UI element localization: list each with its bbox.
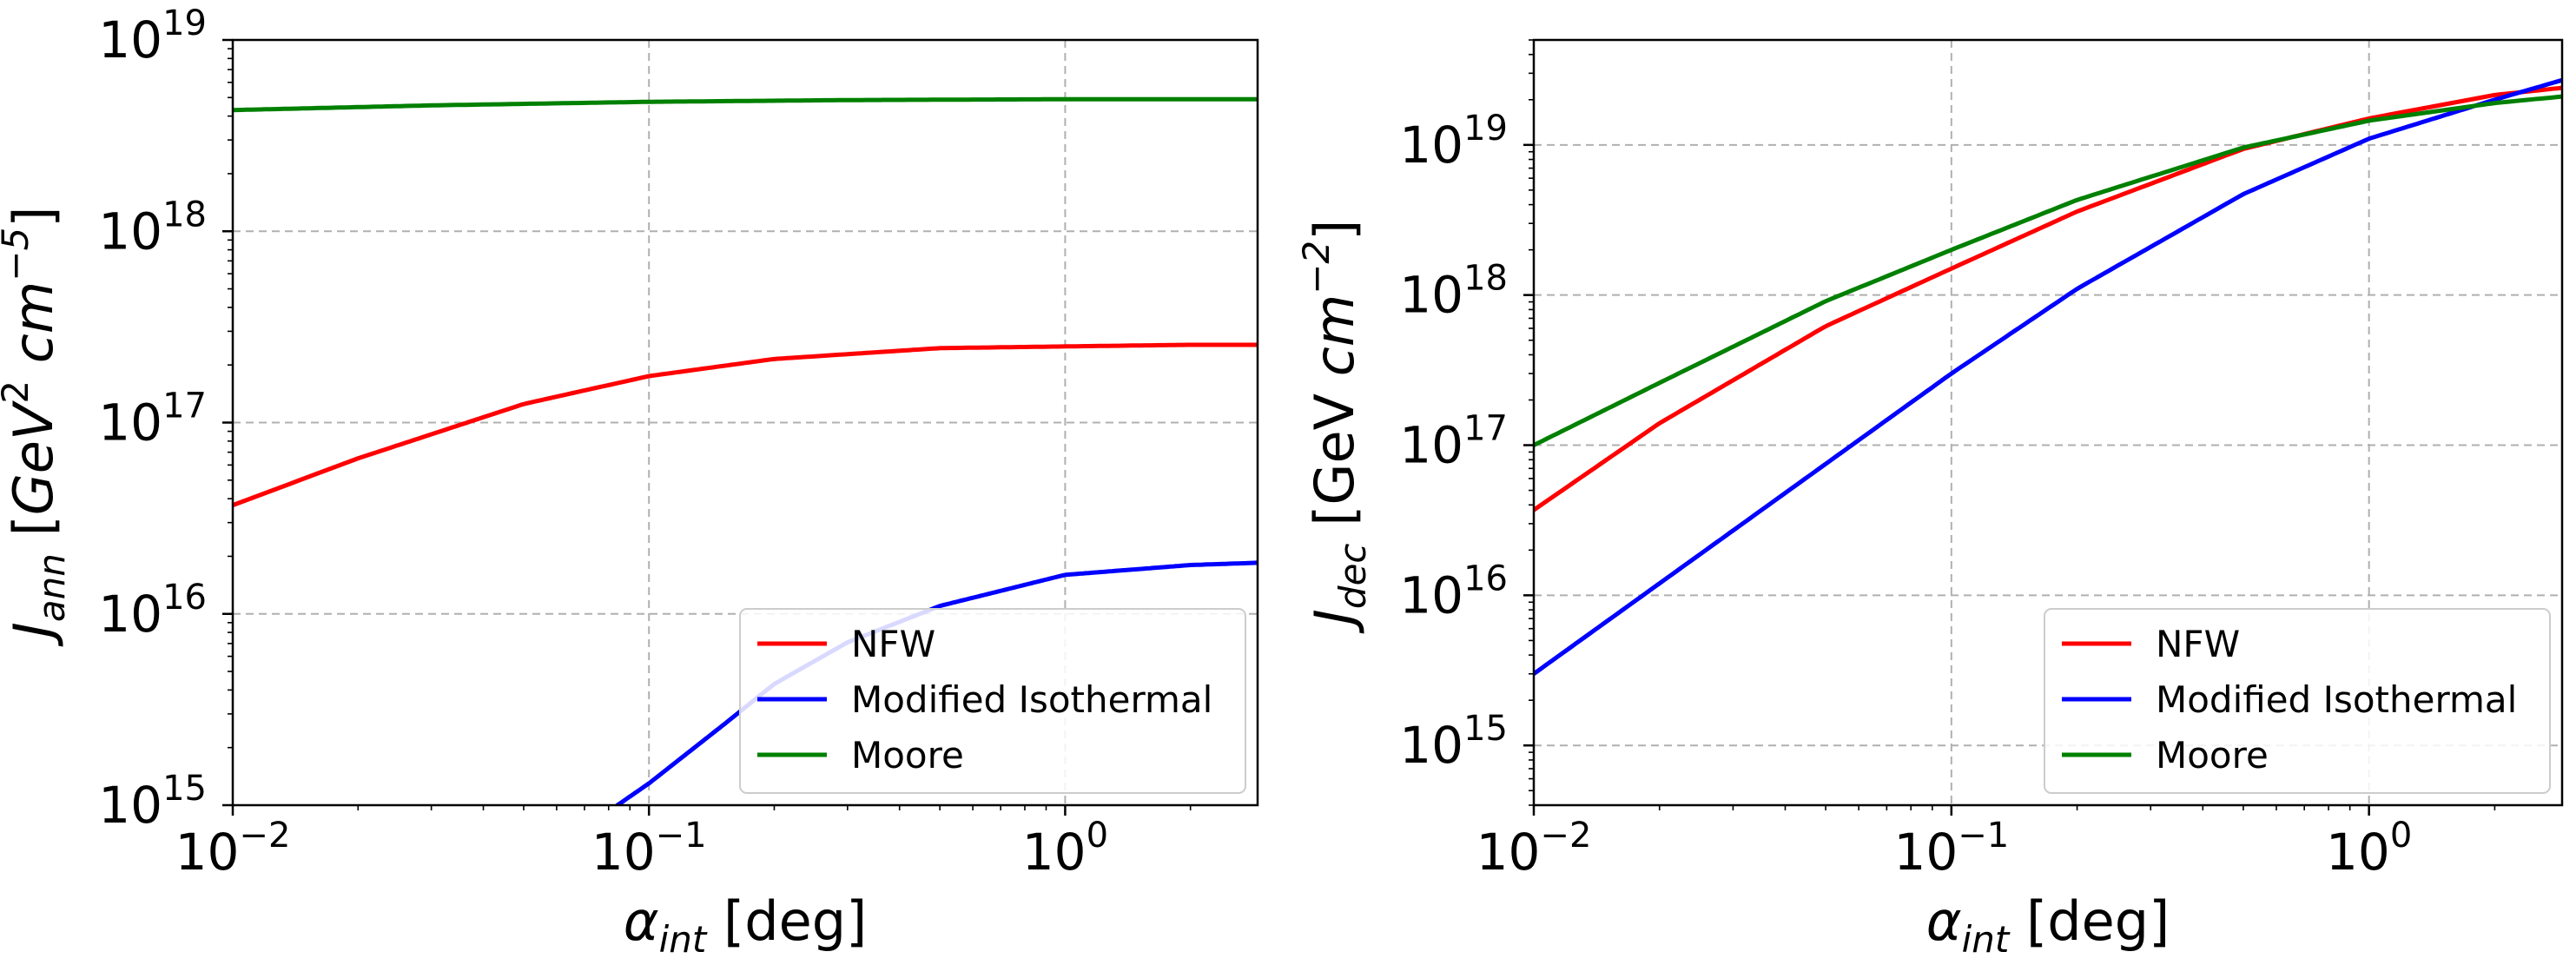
y-axis-subscript: dec xyxy=(1331,543,1374,609)
tick-base: 10 xyxy=(1399,716,1463,775)
tick-base: 10 xyxy=(1399,416,1463,475)
series-line-modified-isothermal xyxy=(1534,77,2562,677)
tick-exponent: 15 xyxy=(1463,709,1508,749)
tick-exponent: 17 xyxy=(162,387,207,426)
y-axis-unit-exp: −5 xyxy=(0,228,36,281)
y-axis-unit-bracket: ] xyxy=(2,207,65,228)
x-axis-subscript: int xyxy=(659,918,708,961)
legend-box xyxy=(2044,608,2551,794)
tick-exponent: 0 xyxy=(2390,816,2412,856)
legend-label: Moore xyxy=(2156,734,2269,777)
tick-exponent: −1 xyxy=(656,816,707,856)
tick-base: 10 xyxy=(1399,116,1463,175)
y-tick-label: 1019 xyxy=(98,3,207,69)
y-tick-label: 1018 xyxy=(98,195,207,261)
y-tick-label: 1018 xyxy=(1399,259,1508,325)
legend-label: NFW xyxy=(851,623,935,665)
tick-base: 10 xyxy=(591,823,656,882)
tick-base: 10 xyxy=(1399,565,1463,625)
tick-exponent: 19 xyxy=(1463,109,1508,149)
tick-exponent: 15 xyxy=(162,769,207,809)
tick-base: 10 xyxy=(1399,266,1463,325)
series-line-moore xyxy=(1534,94,2562,447)
legend-box xyxy=(739,608,1246,794)
y-tick-label: 1017 xyxy=(1399,409,1508,475)
y-tick-label: 1015 xyxy=(1399,709,1508,775)
tick-base: 10 xyxy=(98,10,162,69)
tick-base: 10 xyxy=(98,202,162,261)
legend-label: Modified Isothermal xyxy=(851,678,1212,721)
y-tick-label: 1016 xyxy=(1399,559,1508,625)
legend-label: Moore xyxy=(851,734,964,777)
x-axis-unit: [deg] xyxy=(706,889,867,953)
series-line-nfw xyxy=(233,342,1258,508)
y-axis-unit-bracket: ] xyxy=(1303,220,1366,241)
y-axis-unit-gev: [GeV xyxy=(1303,376,1366,543)
x-tick-label: 100 xyxy=(2326,816,2412,882)
x-axis-unit: [deg] xyxy=(2009,889,2170,953)
tick-exponent: 16 xyxy=(1463,559,1508,598)
y-axis-unit-space xyxy=(2,363,65,380)
y-axis-unit-exp: 2 xyxy=(0,380,36,404)
tick-exponent: −1 xyxy=(1958,816,2009,856)
y-axis-unit-cm: cm xyxy=(1303,294,1366,376)
x-tick-label: 10−1 xyxy=(1893,816,2009,882)
legend: NFW Modified Isothermal Moore xyxy=(2044,608,2551,794)
x-tick-label: 10−1 xyxy=(591,816,707,882)
legend-label: Modified Isothermal xyxy=(2156,678,2517,721)
tick-exponent: 16 xyxy=(162,578,207,618)
x-axis-subscript: int xyxy=(1962,918,2011,961)
x-tick-label: 10−2 xyxy=(175,816,291,882)
x-tick-label: 100 xyxy=(1022,816,1108,882)
tick-base: 10 xyxy=(1022,823,1087,882)
x-axis-symbol: α xyxy=(624,889,659,953)
y-axis-unit-cm: cm xyxy=(2,281,65,363)
y-axis-label: Jann [GeV2 cm−5] xyxy=(0,207,73,648)
y-tick-label: 1015 xyxy=(98,769,207,835)
tick-exponent: 18 xyxy=(1463,259,1508,299)
tick-exponent: −2 xyxy=(239,816,290,856)
x-tick-label: 10−2 xyxy=(1476,816,1592,882)
y-axis-label: Jdec [GeV cm−2] xyxy=(1295,220,1374,635)
tick-exponent: 19 xyxy=(162,3,207,43)
y-axis-unit-exp: −2 xyxy=(1295,241,1338,294)
tick-exponent: −2 xyxy=(1540,816,1591,856)
series-line-nfw xyxy=(1534,85,2562,512)
series-line-modified-isothermal xyxy=(615,560,1258,805)
tick-base: 10 xyxy=(98,776,162,835)
axes-frame xyxy=(1532,38,2564,807)
x-axis-label: αint [deg] xyxy=(624,889,868,961)
tick-base: 10 xyxy=(2326,823,2390,882)
y-tick-label: 1019 xyxy=(1399,109,1508,175)
x-axis-symbol: α xyxy=(1926,889,1962,953)
tick-base: 10 xyxy=(1476,823,1541,882)
series-group xyxy=(1534,77,2562,677)
x-axis-label: αint [deg] xyxy=(1926,889,2170,961)
tick-exponent: 0 xyxy=(1087,816,1108,856)
tick-base: 10 xyxy=(1893,823,1958,882)
tick-base: 10 xyxy=(98,393,162,453)
y-tick-label: 1017 xyxy=(98,387,207,453)
y-tick-label: 1016 xyxy=(98,578,207,644)
tick-exponent: 18 xyxy=(162,195,207,235)
y-axis-unit-gev: GeV xyxy=(2,400,65,515)
legend: NFW Modified Isothermal Moore xyxy=(739,608,1246,794)
legend-label: NFW xyxy=(2156,623,2240,665)
tick-base: 10 xyxy=(175,823,240,882)
series-group xyxy=(233,96,1258,805)
tick-exponent: 17 xyxy=(1463,409,1508,449)
series-line-moore xyxy=(233,96,1258,113)
tick-base: 10 xyxy=(98,585,162,644)
y-axis-subscript: ann xyxy=(30,553,73,622)
y-axis-unit-bracket: [ xyxy=(2,515,65,553)
